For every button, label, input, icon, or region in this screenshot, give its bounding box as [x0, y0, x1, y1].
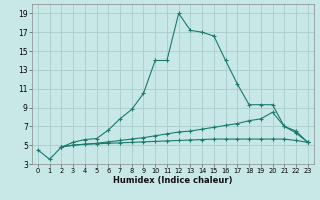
- X-axis label: Humidex (Indice chaleur): Humidex (Indice chaleur): [113, 176, 233, 185]
